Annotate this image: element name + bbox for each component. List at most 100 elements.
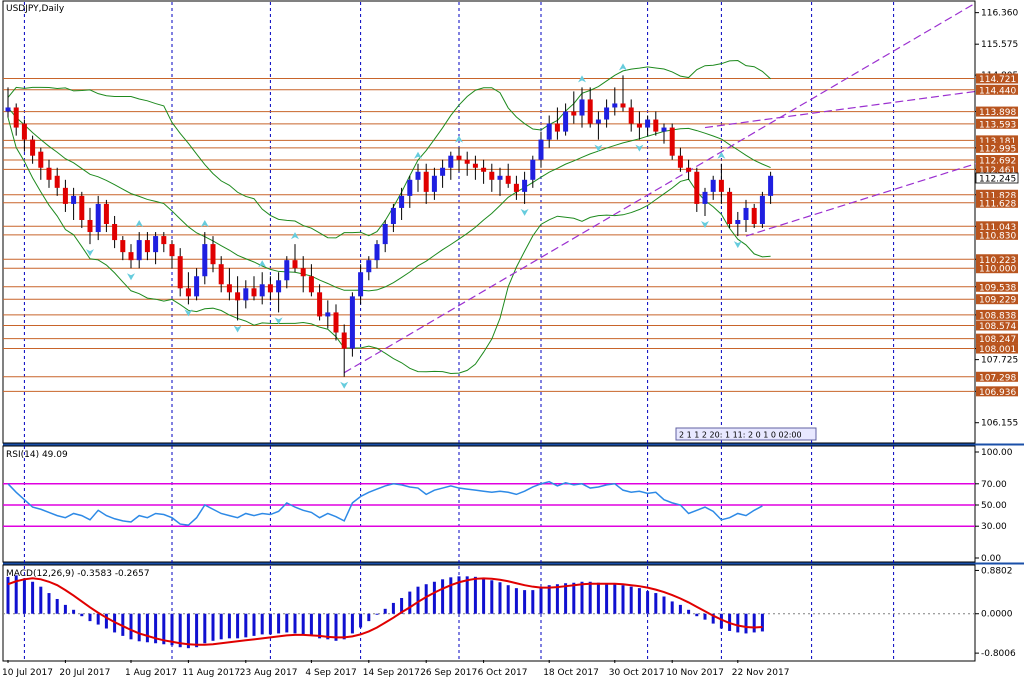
candle-body-81 xyxy=(669,127,675,156)
macd-bar-73 xyxy=(605,583,609,614)
candle-body-26 xyxy=(218,264,224,285)
current-price-tag xyxy=(975,172,1019,184)
macd-bar-82 xyxy=(678,604,682,614)
macd-bar-41 xyxy=(342,613,346,640)
macd-bar-32 xyxy=(268,613,272,635)
macd-bar-18 xyxy=(154,613,158,644)
macd-bar-92 xyxy=(760,613,764,632)
macd-bar-90 xyxy=(744,613,748,634)
level-tag-label-18: 108.247 xyxy=(979,335,1016,345)
candle-body-7 xyxy=(62,187,68,204)
macd-bar-51 xyxy=(424,584,428,614)
candle-body-24 xyxy=(202,244,208,277)
level-tag-21 xyxy=(976,386,1018,397)
candle-body-36 xyxy=(300,268,306,277)
time-label-0: 10 Jul 2017 xyxy=(2,668,53,678)
macd-bar-77 xyxy=(637,588,641,614)
candle-body-46 xyxy=(382,224,388,245)
level-tag-label-2: 113.898 xyxy=(979,108,1016,118)
time-label-3: 11 Aug 2017 xyxy=(182,668,240,678)
candle-body-59 xyxy=(489,171,495,180)
macd-bar-80 xyxy=(662,596,666,614)
price-tick-label-0: 116.360 xyxy=(981,9,1018,19)
band-upper xyxy=(7,60,771,239)
macd-bar-79 xyxy=(654,593,658,614)
macd-bar-89 xyxy=(736,613,740,633)
level-tag-1 xyxy=(976,84,1018,95)
candle-body-51 xyxy=(423,171,429,192)
candle-body-65 xyxy=(538,139,544,160)
bollinger-bands xyxy=(7,60,771,375)
macd-bar-62 xyxy=(514,588,518,614)
macd-bar-30 xyxy=(252,613,256,636)
info-box-text: 2 1 1 2 20: 1 11: 2 0 1 0 02:00 xyxy=(679,431,802,440)
level-tag-label-13: 110.000 xyxy=(979,265,1016,275)
level-tag-0 xyxy=(976,73,1018,84)
macd-bar-37 xyxy=(309,613,313,636)
candle-body-72 xyxy=(595,119,601,124)
macd-bar-35 xyxy=(293,613,297,634)
macd-bar-60 xyxy=(498,582,502,614)
rsi-title: RSI(14) 49.09 xyxy=(6,450,68,460)
macd-bar-48 xyxy=(400,597,404,614)
time-label-12: 22 Nov 2017 xyxy=(732,668,790,678)
level-tag-label-5: 112.995 xyxy=(979,144,1016,154)
macd-pane-frame xyxy=(2,564,976,662)
candle-body-35 xyxy=(292,260,298,269)
candle-body-49 xyxy=(407,179,413,196)
fractal-up-arrow-50 xyxy=(414,151,422,159)
fractal-down-arrow-72 xyxy=(594,144,603,152)
time-label-8: 6 Oct 2017 xyxy=(478,668,528,678)
candle-body-8 xyxy=(71,195,77,204)
macd-bar-23 xyxy=(195,613,199,648)
candle-body-50 xyxy=(415,171,421,180)
macd-bar-54 xyxy=(449,577,453,614)
level-tag-15 xyxy=(976,294,1018,305)
level-tag-label-16: 108.838 xyxy=(979,311,1016,321)
macd-bar-4 xyxy=(39,586,43,614)
channel-lines xyxy=(343,2,976,374)
macd-bar-74 xyxy=(613,583,617,614)
macd-bar-64 xyxy=(531,590,535,614)
candle-body-55 xyxy=(456,155,462,160)
current-price-label: 112.245 xyxy=(979,174,1016,184)
candle-body-12 xyxy=(103,203,109,225)
level-tag-label-1: 114.440 xyxy=(979,86,1016,96)
level-tag-label-8: 111.828 xyxy=(979,191,1016,201)
candle-body-27 xyxy=(226,284,232,293)
candle-body-68 xyxy=(563,111,569,132)
level-tag-20 xyxy=(976,371,1018,382)
macd-bar-38 xyxy=(318,613,322,639)
macd-bar-11 xyxy=(96,613,100,625)
macd-bar-53 xyxy=(441,579,445,614)
candle-body-89 xyxy=(735,219,741,225)
level-tag-6 xyxy=(976,155,1018,166)
macd-bar-78 xyxy=(646,591,650,614)
macd-bar-40 xyxy=(334,613,338,641)
macd-bar-1 xyxy=(14,575,18,614)
candle-body-67 xyxy=(554,123,560,132)
time-label-6: 14 Sep 2017 xyxy=(363,668,420,678)
candle-body-63 xyxy=(522,179,528,192)
macd-tick-label-0: 0.8802 xyxy=(981,566,1013,576)
main-pane-frame xyxy=(2,0,976,444)
macd-bar-31 xyxy=(260,613,264,635)
level-tag-label-20: 107.298 xyxy=(979,373,1016,383)
channel-line-0 xyxy=(343,2,976,374)
fractal-up-arrow-70 xyxy=(578,75,586,83)
level-tag-label-4: 113.181 xyxy=(979,137,1016,147)
rsi-indicator: 100.00 70.00 50.00 30.00 0.00 xyxy=(3,448,1013,564)
macd-bar-7 xyxy=(63,604,67,614)
channel-line-1 xyxy=(704,90,976,129)
macd-bar-83 xyxy=(687,609,691,614)
macd-bar-61 xyxy=(506,585,510,614)
candle-body-5 xyxy=(46,167,52,180)
level-tag-16 xyxy=(976,309,1018,320)
candle-body-92 xyxy=(759,195,765,225)
candle-body-6 xyxy=(54,175,60,188)
time-label-5: 4 Sep 2017 xyxy=(305,668,356,678)
time-label-4: 23 Aug 2017 xyxy=(240,668,298,678)
candle-body-45 xyxy=(374,244,380,261)
level-tag-5 xyxy=(976,142,1018,153)
